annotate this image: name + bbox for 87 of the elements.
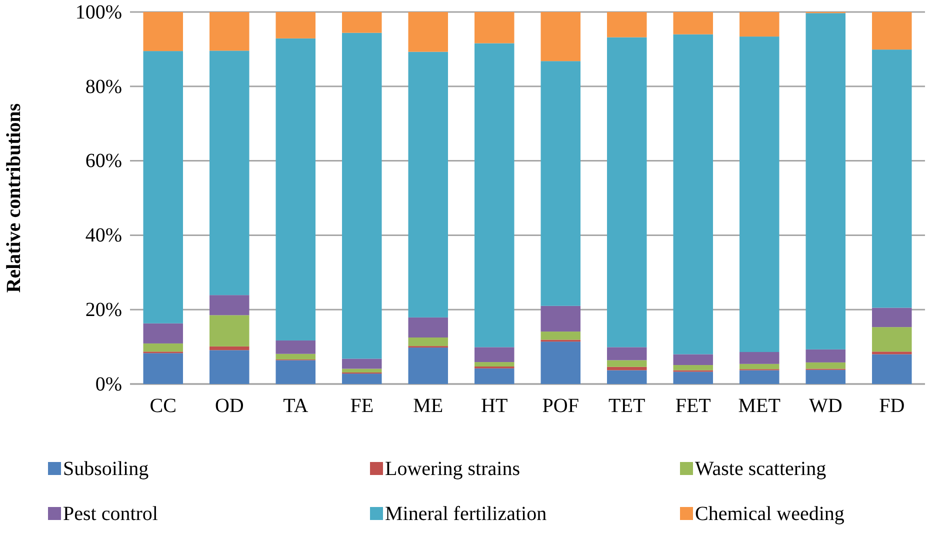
bar — [806, 13, 846, 350]
bar — [607, 366, 647, 370]
legend-label: Lowering strains — [385, 458, 520, 480]
bar — [540, 61, 580, 306]
bar — [474, 12, 514, 44]
bar — [342, 374, 382, 384]
bar — [210, 12, 250, 51]
x-tick-label: ME — [413, 395, 444, 418]
bar — [872, 12, 912, 50]
bar — [342, 368, 382, 372]
bar — [408, 317, 448, 338]
x-tick-label: TA — [283, 395, 309, 418]
bar — [872, 308, 912, 328]
bar — [607, 370, 647, 384]
bar — [276, 340, 316, 354]
bar — [474, 362, 514, 367]
bar — [872, 327, 912, 352]
x-tick-label: FET — [675, 395, 711, 418]
legend-label: Mineral fertilization — [385, 503, 547, 525]
bar — [740, 36, 780, 352]
x-tick-label: MET — [738, 395, 780, 418]
bar — [673, 354, 713, 366]
legend-label: Waste scattering — [695, 458, 826, 480]
bar — [276, 38, 316, 340]
bar — [143, 353, 183, 384]
bar — [276, 12, 316, 38]
bar — [740, 364, 780, 370]
bar — [342, 12, 382, 33]
x-tick-label: FD — [879, 395, 905, 418]
bar — [143, 323, 183, 344]
x-tick-label: HT — [481, 395, 508, 418]
legend-label: Pest control — [63, 503, 158, 525]
bar — [540, 342, 580, 384]
bar — [740, 370, 780, 384]
bar — [342, 358, 382, 369]
bar — [276, 360, 316, 384]
legend-label: Subsoiling — [63, 458, 149, 480]
bar — [673, 34, 713, 354]
bar — [474, 347, 514, 362]
x-tick-label: CC — [150, 395, 176, 418]
bar — [474, 43, 514, 348]
bar — [540, 306, 580, 332]
y-tick-label: 40% — [85, 224, 122, 247]
bar — [143, 12, 183, 52]
bar — [210, 50, 250, 296]
bar — [474, 368, 514, 384]
y-tick-label: 80% — [85, 76, 122, 98]
y-tick-label: 60% — [85, 150, 122, 172]
y-axis-title: Relative contributions — [3, 103, 25, 293]
bar — [673, 365, 713, 370]
bar — [673, 12, 713, 34]
bar — [740, 12, 780, 37]
bar — [408, 12, 448, 52]
bar — [210, 315, 250, 346]
bar — [210, 295, 250, 316]
bar — [806, 362, 846, 369]
bar — [210, 346, 250, 350]
bar — [408, 52, 448, 318]
bar — [740, 352, 780, 364]
bar — [607, 12, 647, 38]
bar — [872, 50, 912, 308]
bar — [540, 12, 580, 62]
bar — [143, 343, 183, 352]
bar — [872, 354, 912, 384]
bar — [143, 51, 183, 324]
y-tick-label: 100% — [75, 1, 122, 24]
x-tick-label: TET — [608, 395, 646, 418]
bar — [806, 370, 846, 384]
bar — [276, 354, 316, 360]
bar — [607, 360, 647, 367]
bar — [408, 348, 448, 384]
x-tick-label: FE — [350, 395, 374, 418]
bar — [342, 32, 382, 359]
legend-label: Chemical weeding — [695, 503, 844, 525]
y-tick-label: 20% — [85, 299, 122, 321]
y-tick-label: 0% — [95, 373, 122, 396]
bar — [806, 349, 846, 362]
bar — [408, 338, 448, 346]
bar — [210, 350, 250, 384]
bar — [540, 332, 580, 340]
x-tick-label: OD — [214, 395, 244, 418]
bar — [872, 352, 912, 354]
bar — [607, 347, 647, 360]
bar — [673, 372, 713, 384]
x-tick-label: POF — [542, 395, 579, 418]
x-tick-label: WD — [808, 395, 842, 418]
bar — [607, 37, 647, 348]
